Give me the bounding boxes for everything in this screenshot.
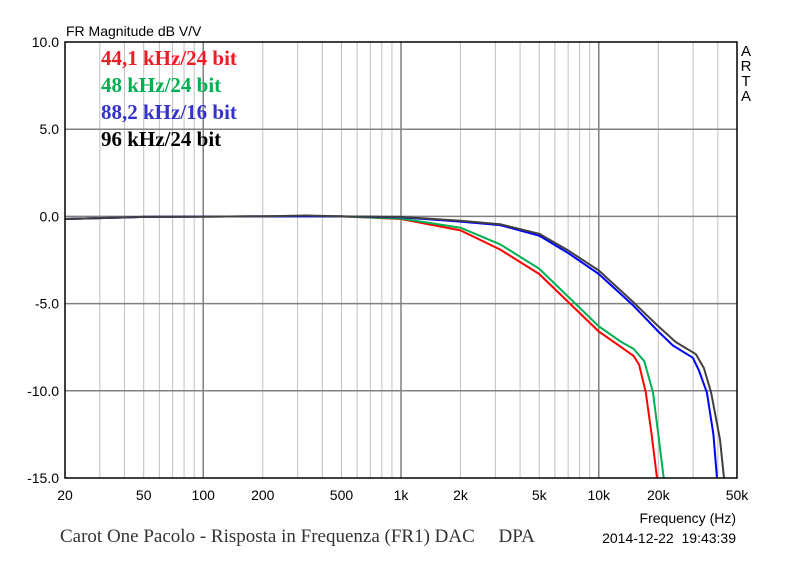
series-line <box>64 215 665 479</box>
arta-watermark-letter: A <box>741 88 751 105</box>
x-tick-label: 5k <box>532 487 548 503</box>
timestamp: 2014-12-22 19:43:39 <box>602 530 736 546</box>
y-tick-label: 5.0 <box>40 121 60 137</box>
y-tick-label: -10.0 <box>27 383 59 399</box>
x-tick-label: 500 <box>330 487 354 503</box>
legend-entry: 96 kHz/24 bit <box>101 127 221 151</box>
arta-watermark-letter: A <box>741 43 751 60</box>
x-tick-label: 2k <box>453 487 469 503</box>
x-tick-label: 20k <box>647 487 671 503</box>
arta-watermark-letter: R <box>741 58 752 75</box>
y-tick-label: 0.0 <box>40 208 60 224</box>
x-tick-label: 50 <box>136 487 152 503</box>
arta-watermark-letter: T <box>741 73 750 90</box>
legend-entry: 88,2 kHz/16 bit <box>101 100 237 124</box>
series-line <box>64 215 718 479</box>
series-line <box>64 214 725 479</box>
x-tick-label: 100 <box>192 487 216 503</box>
legend-entry: 44,1 kHz/24 bit <box>101 46 237 70</box>
legend-entry: 48 kHz/24 bit <box>101 73 221 97</box>
x-tick-label: 10k <box>587 487 611 503</box>
x-tick-label: 50k <box>726 487 750 503</box>
x-tick-label: 20 <box>57 487 73 503</box>
y-tick-label: -5.0 <box>35 296 59 312</box>
caption: Carot One Pacolo - Risposta in Frequenza… <box>60 526 535 547</box>
x-tick-label: 1k <box>394 487 410 503</box>
x-tick-label: 200 <box>251 487 275 503</box>
y-tick-label: -15.0 <box>27 470 59 486</box>
plot-frame <box>64 41 738 479</box>
x-axis-label: Frequency (Hz) <box>640 510 736 526</box>
chart-title: FR Magnitude dB V/V <box>66 23 202 39</box>
y-tick-label: 10.0 <box>32 34 59 50</box>
